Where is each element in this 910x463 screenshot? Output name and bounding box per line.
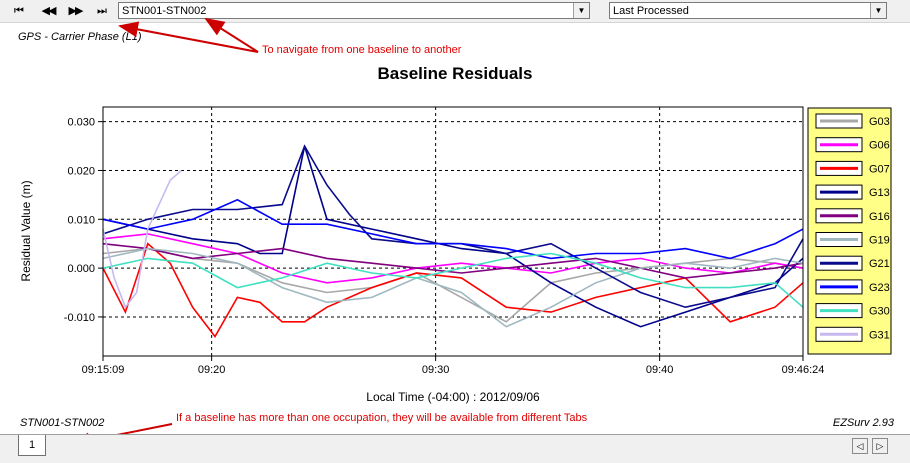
y-tick-label: 0.000 xyxy=(67,263,95,275)
tab-occupation-1[interactable]: 1 xyxy=(18,435,46,456)
series-line-G13 xyxy=(102,145,804,328)
baseline-select-value: STN001-STN002 xyxy=(122,5,207,17)
legend-label: G06 xyxy=(869,140,890,152)
y-tick-label: -0.010 xyxy=(64,312,95,324)
legend-label: G03 xyxy=(869,116,890,128)
legend-label: G13 xyxy=(869,187,890,199)
gps-observable-label: GPS - Carrier Phase (L1) xyxy=(18,31,142,43)
chart-title: Baseline Residuals xyxy=(377,64,533,83)
series-layer xyxy=(102,144,804,338)
chevron-down-icon[interactable]: ▼ xyxy=(573,3,589,18)
y-axis-label: Residual Value (m) xyxy=(19,180,33,281)
process-select-value: Last Processed xyxy=(613,5,689,17)
y-tick-label: 0.020 xyxy=(67,165,95,177)
series-line-G16 xyxy=(102,242,804,279)
series-line-G30 xyxy=(102,252,804,308)
legend-layer: G03 G06 G07 G13 G16 G19 G21 G23 G30 G31 xyxy=(815,113,890,342)
next-baseline-button[interactable]: ▶▶ xyxy=(68,4,84,17)
axis-layer: 0.030 0.020 0.010 0.000 -0.010 09:15:09 09:20 0… xyxy=(64,117,825,376)
legend-label: G16 xyxy=(869,211,890,223)
legend-label: G19 xyxy=(869,235,890,247)
x-tick-label: 09:15:09 xyxy=(82,364,125,376)
navigation-arrow xyxy=(118,21,259,53)
navigation-arrow-2 xyxy=(204,17,259,53)
process-select[interactable]: Last Processed ▼ xyxy=(609,2,887,19)
toolbar: ⏮ ◀◀ ▶▶ ⏭ STN001-STN002 ▼ Last Processed… xyxy=(0,0,910,23)
navigation-annotation: To navigate from one baseline to another xyxy=(262,44,462,56)
baseline-select[interactable]: STN001-STN002 ▼ xyxy=(118,2,590,19)
footer-baseline: STN001-STN002 xyxy=(20,417,105,429)
x-tick-label: 09:30 xyxy=(422,364,450,376)
y-tick-label: 0.010 xyxy=(67,214,95,226)
tabs-annotation: If a baseline has more than one occupati… xyxy=(176,412,588,424)
series-line-G31 xyxy=(102,169,182,309)
scroll-right-button[interactable]: ▷ xyxy=(872,438,888,454)
scroll-left-button[interactable]: ◁ xyxy=(852,438,868,454)
first-baseline-button[interactable]: ⏮ xyxy=(14,4,24,17)
legend-label: G07 xyxy=(869,163,890,175)
last-baseline-button[interactable]: ⏭ xyxy=(97,4,107,17)
tab-bar: 1 ◁ ▷ xyxy=(0,434,910,463)
grid-layer xyxy=(103,107,803,356)
plot-frame xyxy=(102,106,804,357)
legend-label: G31 xyxy=(869,329,890,341)
legend-label: G23 xyxy=(869,282,890,294)
x-axis-label: Local Time (-04:00) : 2012/09/06 xyxy=(366,390,540,404)
series-line-G19 xyxy=(102,247,804,328)
series-line-G23 xyxy=(102,198,804,260)
y-tick-label: 0.030 xyxy=(67,117,95,129)
chevron-down-icon[interactable]: ▼ xyxy=(870,3,886,18)
x-tick-label: 09:46:24 xyxy=(782,364,825,376)
legend-label: G21 xyxy=(869,258,890,270)
series-line-G03 xyxy=(102,247,804,323)
series-line-G06 xyxy=(102,233,804,284)
legend-label: G30 xyxy=(869,306,890,318)
footer-version: EZSurv 2.93 xyxy=(832,417,894,429)
x-tick-label: 09:40 xyxy=(646,364,674,376)
previous-baseline-button[interactable]: ◀◀ xyxy=(41,4,57,17)
x-tick-label: 09:20 xyxy=(198,364,226,376)
